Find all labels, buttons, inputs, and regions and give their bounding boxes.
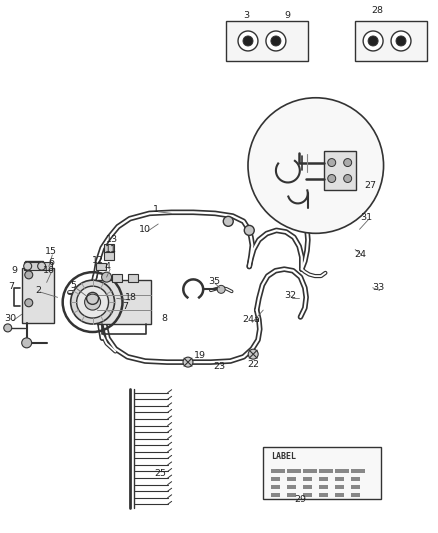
Text: 5: 5 — [70, 280, 76, 289]
Text: 9: 9 — [12, 266, 18, 275]
Bar — [286, 485, 296, 489]
Text: 15: 15 — [45, 247, 57, 256]
Circle shape — [101, 272, 111, 282]
Text: LABEL: LABEL — [271, 452, 296, 461]
Circle shape — [395, 36, 405, 46]
Circle shape — [4, 324, 12, 332]
Circle shape — [24, 262, 32, 270]
Circle shape — [25, 299, 33, 307]
Text: 11: 11 — [105, 245, 117, 254]
Bar — [303, 477, 311, 481]
Circle shape — [183, 357, 193, 367]
Bar — [226, 21, 307, 61]
Text: 30: 30 — [4, 314, 16, 323]
Text: 23: 23 — [213, 362, 225, 371]
Bar — [334, 469, 348, 473]
Text: 7: 7 — [122, 302, 128, 311]
Text: 25: 25 — [154, 469, 166, 478]
Text: 22: 22 — [247, 360, 258, 369]
Text: 24a: 24a — [241, 315, 259, 324]
Bar — [334, 493, 343, 497]
Text: 32: 32 — [284, 291, 296, 300]
Bar — [286, 469, 300, 473]
Text: 7: 7 — [9, 282, 14, 291]
Text: 16: 16 — [43, 266, 55, 275]
Bar — [303, 485, 311, 489]
Bar — [318, 469, 332, 473]
Bar — [271, 469, 285, 473]
Text: 27: 27 — [364, 181, 376, 190]
Text: 8: 8 — [162, 314, 167, 323]
Circle shape — [243, 36, 252, 46]
Text: 3: 3 — [243, 11, 249, 20]
Circle shape — [390, 31, 410, 51]
Bar — [128, 274, 138, 282]
Text: 33: 33 — [371, 283, 383, 292]
Circle shape — [247, 349, 258, 359]
Text: 9: 9 — [284, 11, 290, 20]
Text: 29: 29 — [294, 495, 306, 504]
Circle shape — [244, 225, 254, 236]
Text: 10: 10 — [139, 225, 151, 234]
Bar — [271, 493, 279, 497]
Text: 28: 28 — [370, 6, 382, 15]
Circle shape — [217, 285, 225, 293]
Bar — [104, 252, 114, 260]
Bar — [21, 268, 53, 323]
Bar — [318, 477, 327, 481]
Circle shape — [77, 286, 108, 318]
Text: 18: 18 — [125, 293, 137, 302]
Bar — [104, 244, 114, 252]
Bar — [323, 151, 355, 190]
Bar — [318, 485, 327, 489]
Circle shape — [343, 174, 351, 182]
Circle shape — [270, 36, 280, 46]
Bar — [96, 263, 106, 270]
Bar — [111, 274, 121, 282]
Bar — [286, 493, 296, 497]
Text: 24: 24 — [353, 251, 366, 260]
Bar — [334, 485, 343, 489]
Bar — [286, 477, 296, 481]
Circle shape — [343, 159, 351, 166]
Bar — [354, 21, 426, 61]
Circle shape — [327, 159, 335, 166]
Bar — [350, 477, 359, 481]
Bar — [350, 469, 364, 473]
Circle shape — [327, 174, 335, 182]
Text: 19: 19 — [193, 351, 205, 360]
Text: 31: 31 — [359, 213, 371, 222]
Circle shape — [71, 280, 114, 324]
Circle shape — [265, 31, 285, 51]
Circle shape — [85, 294, 100, 310]
Circle shape — [223, 216, 233, 227]
Bar — [96, 280, 151, 324]
Text: 2: 2 — [35, 286, 41, 295]
Text: 13: 13 — [106, 236, 118, 245]
Circle shape — [25, 271, 33, 279]
Bar — [350, 493, 359, 497]
Bar — [24, 262, 52, 270]
Bar — [318, 493, 327, 497]
Bar — [303, 469, 316, 473]
Circle shape — [247, 98, 383, 233]
Text: 12: 12 — [92, 256, 104, 264]
Bar — [303, 493, 311, 497]
Circle shape — [38, 262, 46, 270]
Bar — [271, 485, 279, 489]
Bar — [350, 485, 359, 489]
Circle shape — [362, 31, 382, 51]
Polygon shape — [25, 261, 42, 317]
Circle shape — [367, 36, 377, 46]
Circle shape — [21, 338, 32, 348]
Bar — [271, 477, 279, 481]
Circle shape — [237, 31, 258, 51]
Text: 1: 1 — [153, 205, 159, 214]
Text: 6: 6 — [48, 258, 54, 266]
Text: 4: 4 — [105, 262, 111, 271]
Bar — [334, 477, 343, 481]
Text: 35: 35 — [208, 277, 220, 286]
Bar — [263, 447, 380, 499]
